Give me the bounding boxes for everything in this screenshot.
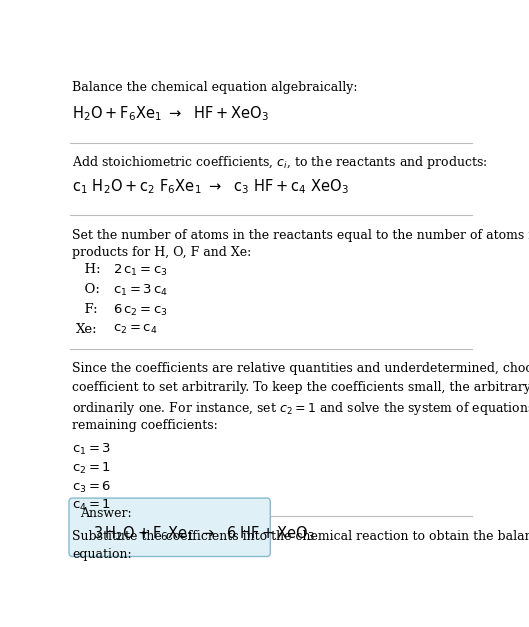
- Text: $\mathrm{c_3 = 6}$: $\mathrm{c_3 = 6}$: [72, 480, 112, 495]
- Text: $\mathrm{c_1 = 3\,c_4}$: $\mathrm{c_1 = 3\,c_4}$: [113, 283, 169, 298]
- Text: $\mathrm{c_2 = c_4}$: $\mathrm{c_2 = c_4}$: [113, 323, 158, 336]
- Text: $\mathrm{H_2O + F_6Xe_1 \ \rightarrow \ \ HF + XeO_3}$: $\mathrm{H_2O + F_6Xe_1 \ \rightarrow \ …: [72, 105, 269, 123]
- Text: $\mathrm{c_2 = 1}$: $\mathrm{c_2 = 1}$: [72, 461, 112, 476]
- Text: Xe:: Xe:: [76, 323, 98, 336]
- Text: Add stoichiometric coefficients, $c_i$, to the reactants and products:: Add stoichiometric coefficients, $c_i$, …: [72, 154, 488, 171]
- Text: equation:: equation:: [72, 549, 132, 561]
- Text: O:: O:: [76, 283, 101, 296]
- Text: Answer:: Answer:: [80, 507, 131, 520]
- Text: coefficient to set arbitrarily. To keep the coefficients small, the arbitrary va: coefficient to set arbitrarily. To keep …: [72, 381, 529, 394]
- Text: $\mathrm{2\,c_1 = c_3}$: $\mathrm{2\,c_1 = c_3}$: [113, 263, 168, 278]
- Text: Set the number of atoms in the reactants equal to the number of atoms in the: Set the number of atoms in the reactants…: [72, 229, 529, 242]
- Text: $\mathrm{c_4 = 1}$: $\mathrm{c_4 = 1}$: [72, 498, 112, 514]
- Text: $\mathrm{3\,H_2O + F_6Xe_1 \ \rightarrow \ \ 6\;HF + XeO_3}$: $\mathrm{3\,H_2O + F_6Xe_1 \ \rightarrow…: [93, 524, 315, 543]
- Text: products for H, O, F and Xe:: products for H, O, F and Xe:: [72, 246, 251, 259]
- Text: remaining coefficients:: remaining coefficients:: [72, 419, 218, 432]
- Text: H:: H:: [76, 263, 101, 276]
- Text: Since the coefficients are relative quantities and underdetermined, choose a: Since the coefficients are relative quan…: [72, 362, 529, 376]
- Text: ordinarily one. For instance, set $c_2 = 1$ and solve the system of equations fo: ordinarily one. For instance, set $c_2 =…: [72, 400, 529, 417]
- Text: F:: F:: [76, 303, 98, 316]
- Text: $\mathrm{c_1 = 3}$: $\mathrm{c_1 = 3}$: [72, 442, 112, 457]
- Text: $\mathrm{6\,c_2 = c_3}$: $\mathrm{6\,c_2 = c_3}$: [113, 303, 168, 319]
- FancyBboxPatch shape: [69, 498, 270, 557]
- Text: Balance the chemical equation algebraically:: Balance the chemical equation algebraica…: [72, 82, 358, 95]
- Text: $\mathrm{c_1\ H_2O + c_2\ F_6Xe_1 \ \rightarrow \ \ c_3\ HF + c_4\ XeO_3}$: $\mathrm{c_1\ H_2O + c_2\ F_6Xe_1 \ \rig…: [72, 177, 349, 196]
- Text: Substitute the coefficients into the chemical reaction to obtain the balanced: Substitute the coefficients into the che…: [72, 530, 529, 542]
